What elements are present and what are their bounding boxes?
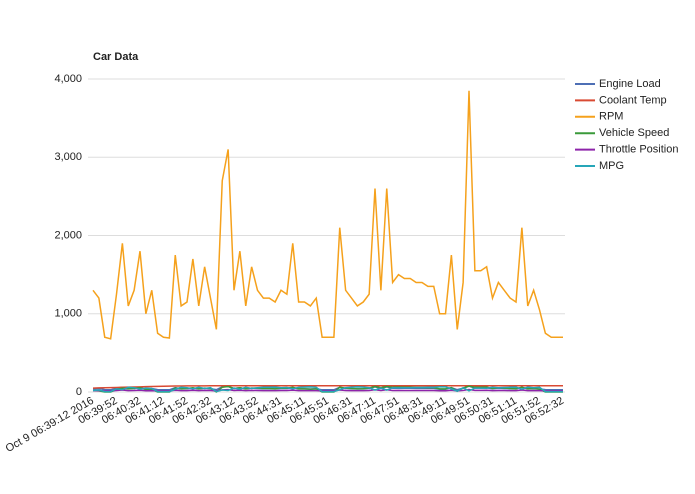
legend-label: Throttle Position [599,144,678,156]
series-line [92,384,563,389]
legend-label: Coolant Temp [599,94,667,106]
y-tick-label: 0 [76,386,82,398]
y-tick-label: 4,000 [54,73,82,85]
y-tick-label: 1,000 [54,308,82,320]
chart-title: Car Data [93,51,139,63]
y-tick-label: 3,000 [54,151,82,163]
series-line [92,90,563,340]
legend-label: Engine Load [599,78,661,90]
legend-label: Vehicle Speed [599,127,669,139]
y-tick-label: 2,000 [54,229,82,241]
legend-label: RPM [599,111,623,123]
series-line [92,386,563,393]
legend-label: MPG [599,160,624,172]
